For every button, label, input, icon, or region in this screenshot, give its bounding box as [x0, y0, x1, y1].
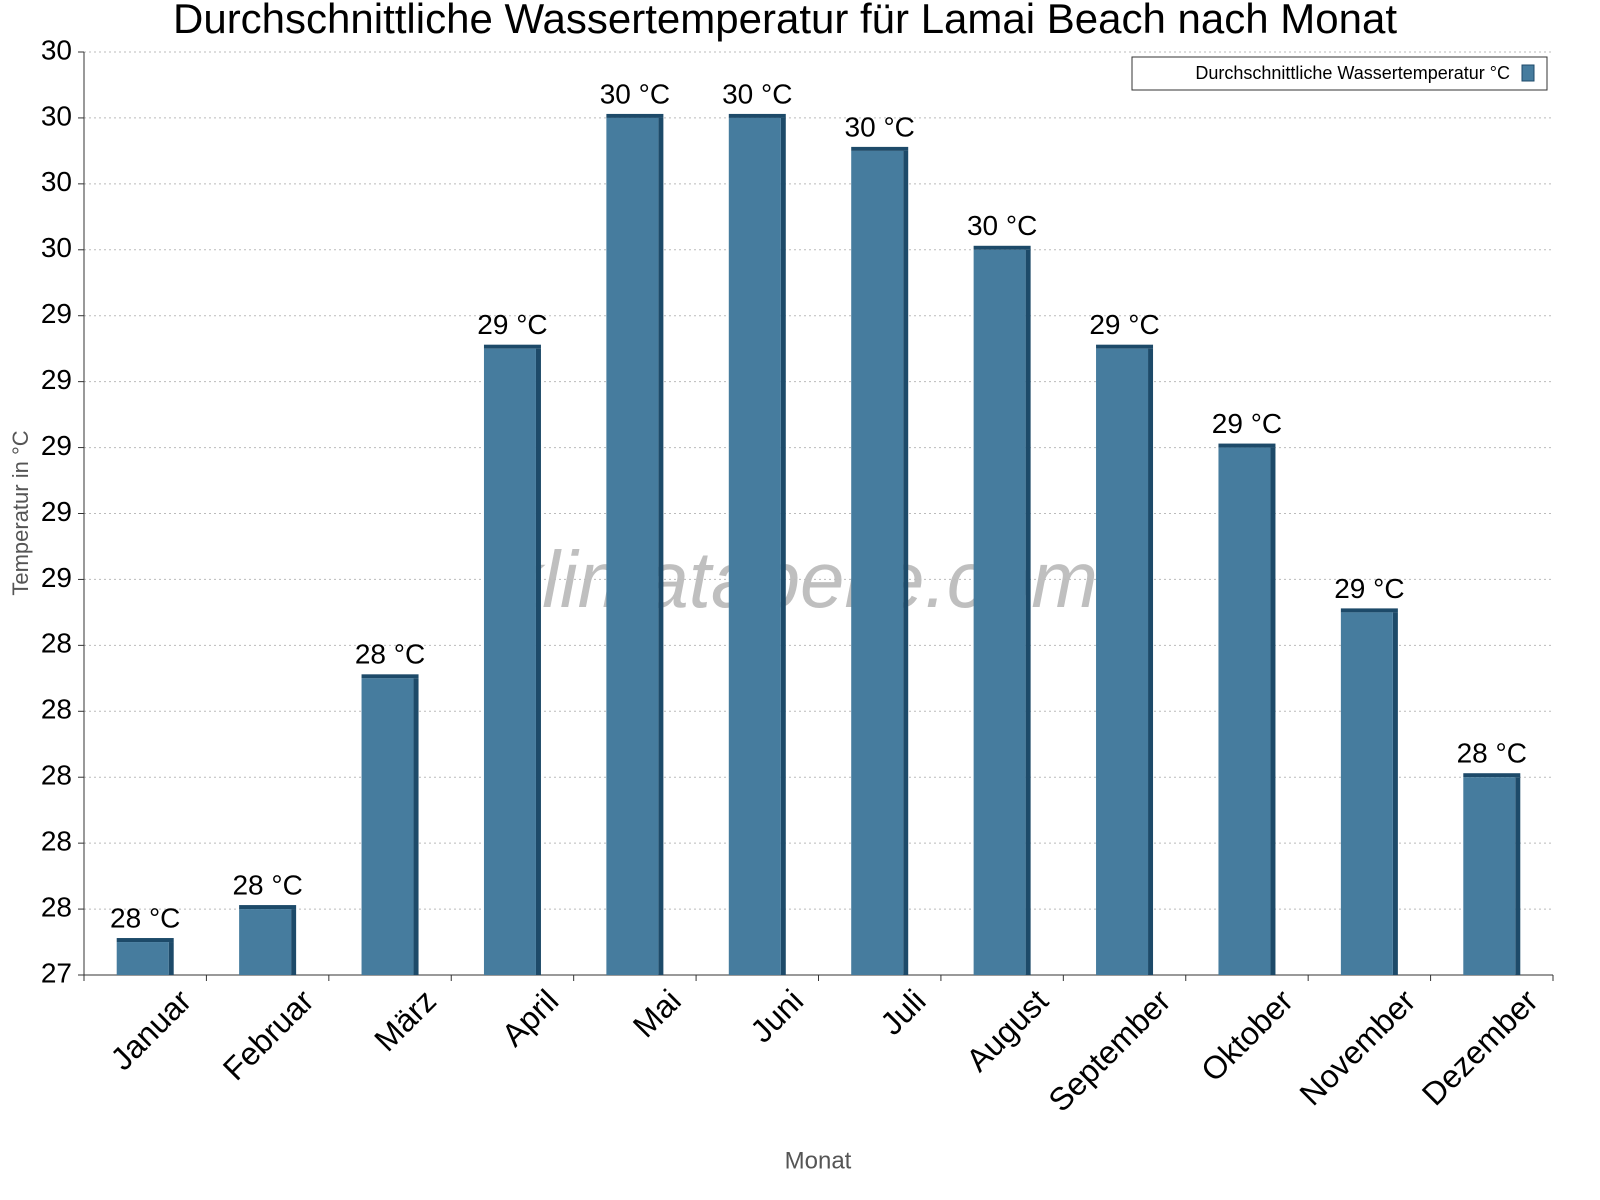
y-tick-label: 30: [41, 100, 72, 131]
value-label: 30 °C: [600, 78, 670, 109]
x-tick-label: März: [367, 982, 443, 1058]
y-tick-label: 29: [41, 496, 72, 527]
bar: [1218, 447, 1271, 976]
legend-box: [1131, 56, 1548, 91]
bar-side: [168, 942, 174, 975]
bar-side: [1148, 348, 1154, 975]
bar-side: [291, 909, 297, 975]
x-tick-label: Juli: [873, 982, 932, 1041]
y-tick-label: 30: [41, 34, 72, 65]
bar: [851, 150, 904, 976]
x-tick-label: August: [959, 982, 1055, 1078]
value-label: 28 °C: [1457, 738, 1527, 769]
x-tick-label: Dezember: [1415, 982, 1545, 1112]
y-tick-label: 29: [41, 430, 72, 461]
bar-side: [535, 348, 541, 975]
bar: [1463, 777, 1516, 975]
legend-label: Durchschnittliche Wassertemperatur °C: [1195, 63, 1510, 83]
value-label: 28 °C: [232, 869, 302, 900]
bar-top: [1218, 443, 1276, 448]
bar-side: [1515, 777, 1521, 975]
value-label: 30 °C: [722, 78, 792, 109]
value-label: 28 °C: [110, 902, 180, 933]
bar-top: [1340, 608, 1398, 613]
bar-side: [1392, 612, 1398, 975]
bar: [728, 117, 781, 975]
x-tick-label: November: [1292, 982, 1422, 1112]
y-tick-label: 28: [41, 694, 72, 725]
x-tick-label: Oktober: [1194, 982, 1300, 1088]
x-axis-title: Monat: [785, 1147, 852, 1174]
value-label: 29 °C: [1089, 309, 1159, 340]
bar: [361, 678, 414, 975]
y-tick-label: 28: [41, 826, 72, 857]
x-tick-label: Januar: [103, 982, 198, 1077]
bar-top: [361, 674, 419, 679]
y-tick-label: 29: [41, 364, 72, 395]
bar: [973, 249, 1026, 976]
y-tick-label: 28: [41, 628, 72, 659]
bar-top: [116, 938, 174, 943]
bar-side: [658, 117, 664, 975]
bar: [483, 348, 536, 975]
y-tick-label: 28: [41, 760, 72, 791]
bar-top: [483, 344, 541, 349]
bar-top: [1096, 344, 1154, 349]
value-label: 30 °C: [967, 210, 1037, 241]
bar-top: [851, 146, 909, 151]
bar-side: [1025, 249, 1031, 976]
bar: [116, 942, 169, 975]
y-tick-label: 30: [41, 166, 72, 197]
value-label: 29 °C: [1212, 408, 1282, 439]
x-tick-label: September: [1041, 982, 1177, 1118]
bar-top: [973, 245, 1031, 250]
x-tick-label: Februar: [216, 982, 321, 1087]
y-tick-label: 27: [41, 957, 72, 988]
value-label: 28 °C: [355, 639, 425, 670]
bar: [1096, 348, 1149, 975]
bar: [1340, 612, 1393, 975]
bar-side: [780, 117, 786, 975]
x-tick-label: Juni: [743, 982, 810, 1049]
bar-side: [1270, 447, 1276, 976]
bar-side: [413, 678, 419, 975]
bar-top: [606, 113, 664, 118]
legend-swatch: [1521, 64, 1535, 82]
value-label: 30 °C: [845, 111, 915, 142]
bar-side: [903, 150, 909, 976]
y-tick-label: 29: [41, 298, 72, 329]
y-tick-label: 30: [41, 232, 72, 263]
value-label: 29 °C: [477, 309, 547, 340]
value-label: 29 °C: [1334, 573, 1404, 604]
bar: [606, 117, 659, 975]
bar-top: [728, 113, 786, 118]
y-axis-title: Temperatur in °C: [8, 430, 33, 595]
bar-top: [239, 905, 297, 910]
chart-title: Durchschnittliche Wassertemperatur für L…: [173, 0, 1397, 42]
x-tick-label: April: [495, 982, 566, 1053]
y-tick-label: 28: [41, 891, 72, 922]
bar-top: [1463, 773, 1521, 778]
x-tick-label: Mai: [626, 982, 688, 1044]
bar: [239, 909, 292, 975]
y-tick-label: 29: [41, 562, 72, 593]
